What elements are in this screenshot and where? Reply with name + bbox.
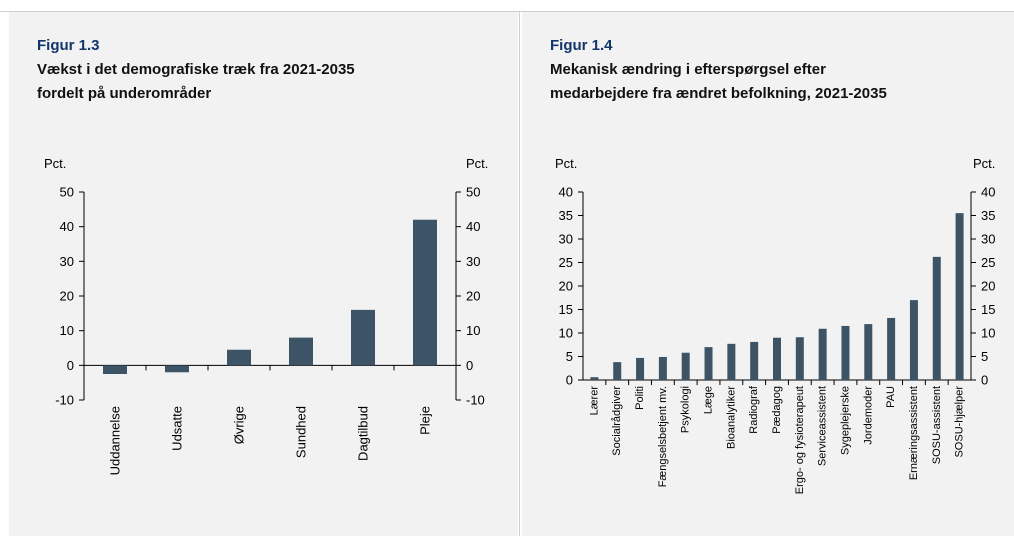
x-category-label: Bioanalytiker: [725, 386, 737, 449]
y-tick-label-right: 40: [981, 185, 995, 200]
bar: [773, 338, 781, 380]
y-tick-label-right: 25: [981, 255, 995, 270]
y-tick-label-left: 10: [559, 326, 573, 341]
y-tick-label-right: 15: [981, 302, 995, 317]
y-tick-label-right: 20: [981, 279, 995, 294]
bar: [636, 358, 644, 380]
bar: [910, 300, 918, 380]
x-category-label: Socialrådgiver: [611, 386, 623, 456]
y-tick-label-left: 0: [566, 373, 573, 388]
x-category-label: PAU: [885, 386, 897, 408]
y-tick-label-left: 20: [559, 279, 573, 294]
x-category-label: Politi: [634, 386, 646, 410]
bar: [682, 353, 690, 380]
x-category-label: Psykologi: [680, 386, 692, 433]
x-category-label: Lærer: [588, 386, 600, 416]
y-tick-label-left: 5: [566, 349, 573, 364]
x-category-label: SOSU-hjælper: [954, 386, 966, 458]
bar: [613, 362, 621, 380]
y-tick-label-left: 40: [559, 185, 573, 200]
x-category-label: Serviceassistent: [817, 386, 829, 466]
bar: [956, 213, 964, 380]
bar: [887, 318, 895, 380]
x-category-label: Pædagog: [771, 386, 783, 434]
x-category-label: Sygeplejerske: [839, 386, 851, 455]
bar: [750, 342, 758, 380]
y-tick-label-left: 15: [559, 302, 573, 317]
y-tick-label-right: 35: [981, 208, 995, 223]
bar: [819, 329, 827, 380]
bar: [727, 344, 735, 380]
x-category-label: Radiograf: [748, 385, 760, 434]
bar: [933, 257, 941, 380]
y-tick-label-left: 35: [559, 208, 573, 223]
y-tick-label-right: 0: [981, 373, 988, 388]
x-category-label: Ernæringsassistent: [908, 386, 920, 480]
x-category-label: Fængselsbetjent mv.: [657, 386, 669, 487]
y-tick-label-right: 30: [981, 232, 995, 247]
y-unit-label-left: Pct.: [555, 156, 577, 171]
x-category-label: SOSU-assistent: [931, 386, 943, 464]
y-unit-label-right: Pct.: [973, 156, 995, 171]
bar: [659, 357, 667, 380]
bar: [796, 337, 804, 380]
y-tick-label-right: 10: [981, 326, 995, 341]
y-tick-label-left: 25: [559, 255, 573, 270]
x-category-label: Læge: [703, 386, 715, 414]
y-tick-label-right: 5: [981, 349, 988, 364]
x-category-label: Jordemoder: [862, 386, 874, 445]
x-category-label: Ergo- og fysioterapeut: [794, 386, 806, 494]
y-tick-label-left: 30: [559, 232, 573, 247]
bar: [705, 347, 713, 380]
bar: [864, 324, 872, 380]
bar: [841, 326, 849, 380]
bar: [590, 377, 598, 380]
